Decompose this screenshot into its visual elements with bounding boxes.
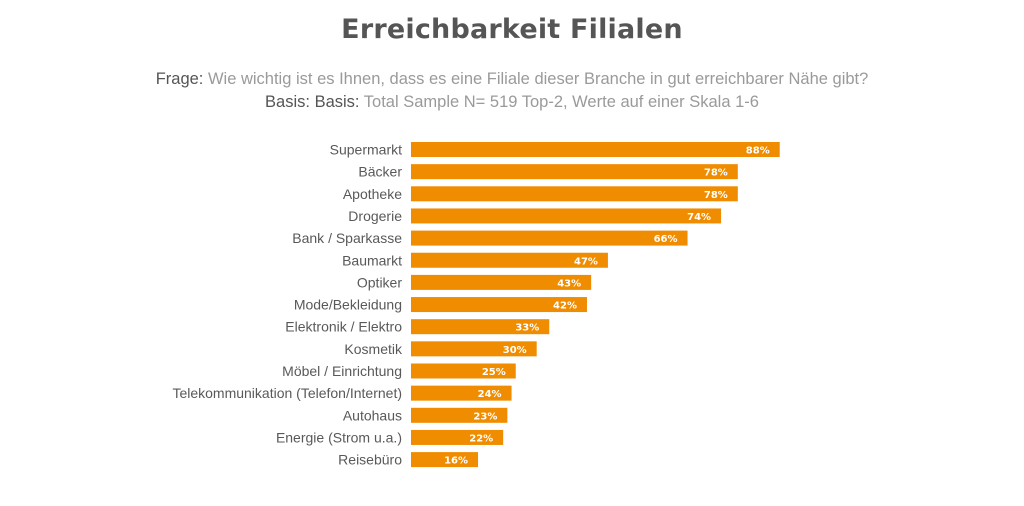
bar <box>411 252 608 268</box>
value-label: 30% <box>503 345 527 356</box>
bar <box>411 429 504 445</box>
category-label: Telekommunikation (Telefon/Internet) <box>172 385 402 401</box>
basis-label: Basis: Basis: <box>265 93 360 111</box>
category-label: Möbel / Einrichtung <box>282 363 402 379</box>
category-label: Energie (Strom u.a.) <box>276 429 402 445</box>
value-label: 16% <box>444 456 468 467</box>
value-label: 43% <box>557 278 581 289</box>
category-label: Drogerie <box>348 208 402 224</box>
chart-title: Erreichbarkeit Filialen <box>341 14 683 45</box>
value-label: 22% <box>469 433 493 444</box>
value-label: 23% <box>473 411 497 422</box>
bar <box>411 297 587 313</box>
question-label: Frage: <box>155 70 204 88</box>
bar <box>411 407 508 423</box>
bar <box>411 164 738 180</box>
bar <box>411 363 516 379</box>
category-label: Optiker <box>357 274 402 290</box>
category-label: Elektronik / Elektro <box>285 319 402 335</box>
value-label: 25% <box>482 367 506 378</box>
bar <box>411 385 512 401</box>
value-label: 88% <box>746 146 770 157</box>
value-label: 74% <box>687 212 711 223</box>
value-label: 66% <box>654 234 678 245</box>
bar <box>411 142 780 157</box>
basis-text: Total Sample N= 519 Top-2, Werte auf ein… <box>363 93 759 111</box>
value-label: 47% <box>574 256 598 267</box>
category-label: Mode/Bekleidung <box>294 297 402 313</box>
value-label: 24% <box>478 389 502 400</box>
bar <box>411 319 550 335</box>
value-label: 42% <box>553 301 577 312</box>
category-label: Baumarkt <box>342 252 402 268</box>
bar <box>411 341 537 357</box>
value-label: 78% <box>704 168 728 179</box>
bar <box>411 208 722 224</box>
question-text: Wie wichtig ist es Ihnen, dass es eine F… <box>207 70 869 88</box>
category-label: Autohaus <box>343 407 402 423</box>
value-label: 78% <box>704 190 728 201</box>
category-label: Bank / Sparkasse <box>292 230 402 246</box>
value-label: 33% <box>515 323 539 334</box>
basis-line: Basis: Basis: Total Sample N= 519 Top-2,… <box>0 93 1024 112</box>
category-label: Bäcker <box>358 164 402 180</box>
bar <box>411 452 479 468</box>
bar <box>411 230 688 246</box>
bar <box>411 274 592 290</box>
category-label: Reisebüro <box>338 452 402 468</box>
category-label: Kosmetik <box>344 341 403 357</box>
category-label: Apotheke <box>343 186 402 202</box>
category-label: Supermarkt <box>330 142 402 158</box>
question-line: Frage: Wie wichtig ist es Ihnen, dass es… <box>0 70 1024 89</box>
bar <box>411 186 738 202</box>
